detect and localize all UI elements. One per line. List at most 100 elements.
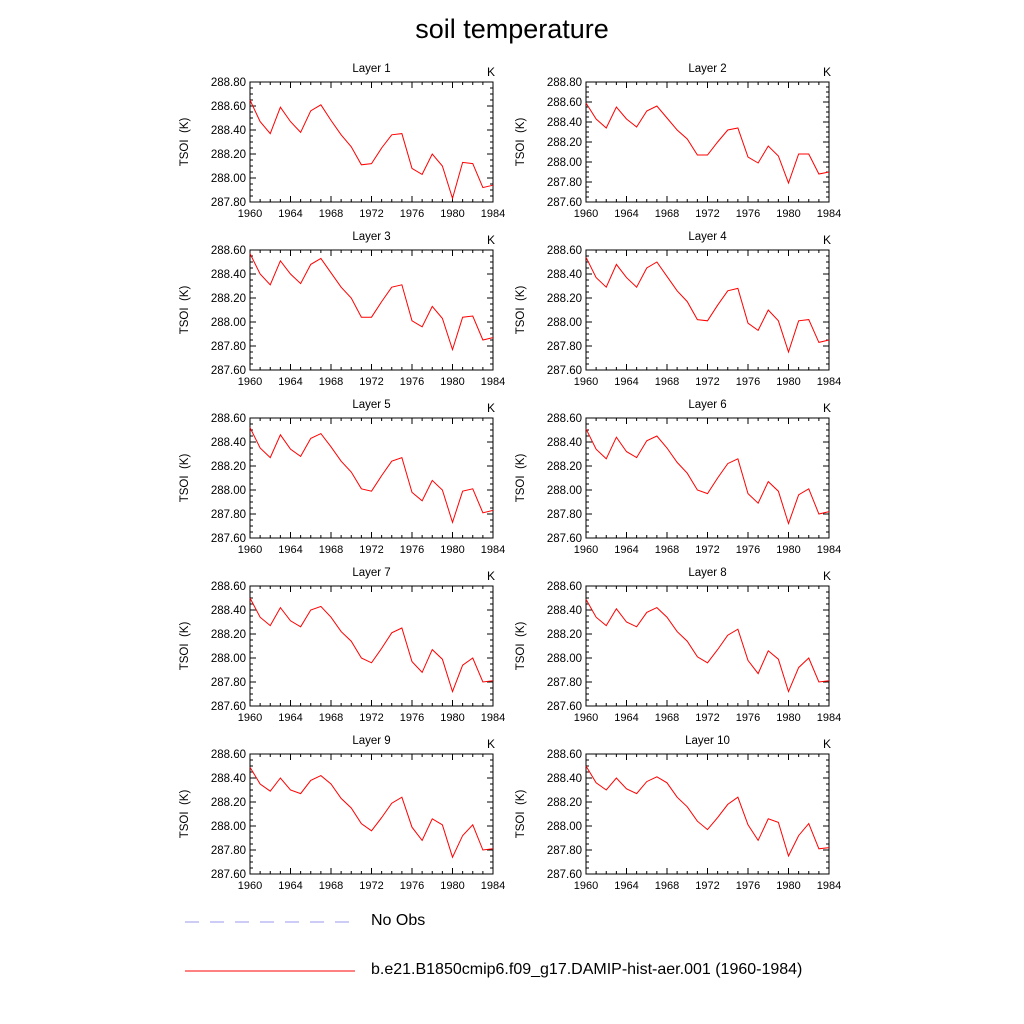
panel-6-xtick-label: 1984 xyxy=(817,544,841,556)
panel-4-xtick-label: 1976 xyxy=(736,376,760,388)
panel-3-ytick-label: 287.60 xyxy=(211,365,246,377)
panel-5-xtick-label: 1980 xyxy=(440,544,464,556)
panel-1-xtick-label: 1960 xyxy=(238,208,262,220)
panel-5-ylabel: TSOI (K) xyxy=(179,454,191,503)
panel-7-xtick-label: 1968 xyxy=(319,712,343,724)
panel-3-units: K xyxy=(487,233,495,247)
panel-1-ytick-label: 288.20 xyxy=(211,149,246,161)
panel-4-xtick-label: 1964 xyxy=(614,376,638,388)
panel-10-title: Layer 10 xyxy=(685,735,730,747)
panel-6-xtick-label: 1968 xyxy=(655,544,679,556)
panel-4-ytick-label: 287.60 xyxy=(547,365,582,377)
panel-8-xtick-label: 1968 xyxy=(655,712,679,724)
panel-8-title: Layer 8 xyxy=(688,567,726,579)
panel-9-ytick-label: 287.60 xyxy=(211,869,246,881)
panel-3-ytick-label: 287.80 xyxy=(211,341,246,353)
panel-10-ytick-label: 287.80 xyxy=(547,845,582,857)
panel-9-series-line xyxy=(249,766,494,859)
panel-7-ytick-label: 287.60 xyxy=(211,701,246,713)
panel-10-xtick-label: 1976 xyxy=(736,880,760,892)
panel-10-ytick-label: 288.20 xyxy=(547,797,582,809)
panel-8-ytick-label: 287.80 xyxy=(547,677,582,689)
panel-6-ytick-label: 288.60 xyxy=(547,413,582,425)
panel-5-ytick-label: 287.60 xyxy=(211,533,246,545)
panel-5-ytick-label: 288.00 xyxy=(211,485,246,497)
panel-8-ytick-label: 288.20 xyxy=(547,629,582,641)
panel-8-xtick-label: 1976 xyxy=(736,712,760,724)
panel-1-ylabel: TSOI (K) xyxy=(179,118,191,167)
panel-3-xtick-label: 1984 xyxy=(481,376,505,388)
panel-7-ytick-label: 288.00 xyxy=(211,653,246,665)
panel-4-xtick-label: 1972 xyxy=(695,376,719,388)
panel-10-xtick-label: 1960 xyxy=(574,880,598,892)
panel-3-xtick-label: 1968 xyxy=(319,376,343,388)
panel-1-xtick-label: 1964 xyxy=(278,208,302,220)
panel-10-ytick-label: 288.40 xyxy=(547,773,582,785)
panel-1-title: Layer 1 xyxy=(352,63,390,75)
panel-5-ytick-label: 288.40 xyxy=(211,437,246,449)
panel-6-xtick-label: 1960 xyxy=(574,544,598,556)
panel-2-xtick-label: 1980 xyxy=(776,208,800,220)
panel-6-ytick-label: 287.60 xyxy=(547,533,582,545)
panel-6-xtick-label: 1976 xyxy=(736,544,760,556)
panel-2-title: Layer 2 xyxy=(688,63,726,75)
panel-6-ytick-label: 287.80 xyxy=(547,509,582,521)
panel-1-xtick-label: 1976 xyxy=(400,208,424,220)
panel-5-frame xyxy=(249,417,494,539)
panel-9-ytick-label: 287.80 xyxy=(211,845,246,857)
panel-8-xtick-label: 1960 xyxy=(574,712,598,724)
panel-5-title: Layer 5 xyxy=(352,399,390,411)
panel-5-ytick-label: 288.60 xyxy=(211,413,246,425)
panel-9-xtick-label: 1984 xyxy=(481,880,505,892)
panel-7-ytick-label: 288.60 xyxy=(211,581,246,593)
panel-1-units: K xyxy=(487,65,495,79)
panel-4-xtick-label: 1968 xyxy=(655,376,679,388)
panel-2-ytick-label: 288.80 xyxy=(547,77,582,89)
panel-4-xtick-label: 1984 xyxy=(817,376,841,388)
panel-8-units: K xyxy=(823,569,831,583)
panel-10-ytick-label: 288.00 xyxy=(547,821,582,833)
panel-7-xtick-label: 1960 xyxy=(238,712,262,724)
panel-7-ytick-label: 287.80 xyxy=(211,677,246,689)
panel-4-ytick-label: 287.80 xyxy=(547,341,582,353)
panel-2-frame xyxy=(585,81,830,203)
panel-1-ytick-label: 288.60 xyxy=(211,101,246,113)
panel-8-xtick-label: 1964 xyxy=(614,712,638,724)
page-title: soil temperature xyxy=(415,14,609,44)
panel-9-xtick-label: 1960 xyxy=(238,880,262,892)
panel-9-xtick-label: 1964 xyxy=(278,880,302,892)
panel-6-ytick-label: 288.20 xyxy=(547,461,582,473)
panel-5-xtick-label: 1960 xyxy=(238,544,262,556)
panel-7-ylabel: TSOI (K) xyxy=(179,622,191,671)
panel-8-ylabel: TSOI (K) xyxy=(515,622,527,671)
panel-4-xtick-label: 1980 xyxy=(776,376,800,388)
panel-8-ytick-label: 288.00 xyxy=(547,653,582,665)
legend-model-label: b.e21.B1850cmip6.f09_g17.DAMIP-hist-aer.… xyxy=(371,961,803,978)
panel-7-xtick-label: 1980 xyxy=(440,712,464,724)
panel-7-units: K xyxy=(487,569,495,583)
panel-4-ytick-label: 288.60 xyxy=(547,245,582,257)
panel-8-ytick-label: 288.60 xyxy=(547,581,582,593)
panel-2-series-line xyxy=(585,102,830,185)
panel-4-xtick-label: 1960 xyxy=(574,376,598,388)
panel-9-xtick-label: 1976 xyxy=(400,880,424,892)
panel-9-ytick-label: 288.40 xyxy=(211,773,246,785)
panel-9-xtick-label: 1968 xyxy=(319,880,343,892)
panel-3-xtick-label: 1960 xyxy=(238,376,262,388)
panel-3-series-line xyxy=(249,253,494,352)
panel-3-xtick-label: 1964 xyxy=(278,376,302,388)
panel-10-ytick-label: 287.60 xyxy=(547,869,582,881)
panel-2-xtick-label: 1972 xyxy=(695,208,719,220)
panel-10-xtick-label: 1968 xyxy=(655,880,679,892)
panel-2-ylabel: TSOI (K) xyxy=(515,118,527,167)
panel-10-xtick-label: 1972 xyxy=(695,880,719,892)
legend-obs-line xyxy=(185,921,355,923)
panel-2-ytick-label: 288.20 xyxy=(547,137,582,149)
panel-5-xtick-label: 1968 xyxy=(319,544,343,556)
panel-2-ytick-label: 288.40 xyxy=(547,117,582,129)
panel-3-xtick-label: 1972 xyxy=(359,376,383,388)
panel-4-ytick-label: 288.20 xyxy=(547,293,582,305)
panel-9-xtick-label: 1980 xyxy=(440,880,464,892)
panel-3-ytick-label: 288.60 xyxy=(211,245,246,257)
panel-2-ytick-label: 288.60 xyxy=(547,97,582,109)
